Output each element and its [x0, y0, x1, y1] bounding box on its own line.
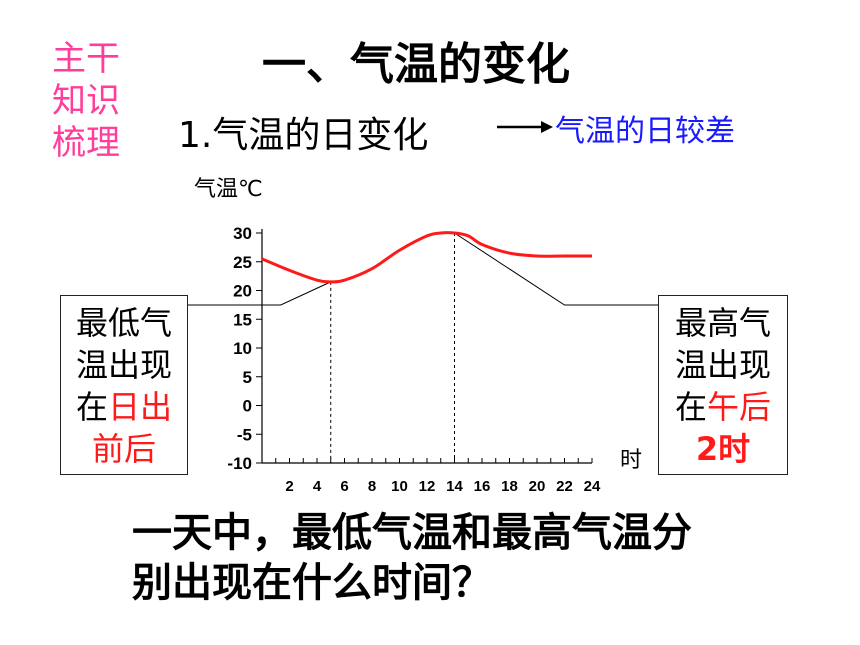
- temperature-series-line: [261, 231, 592, 284]
- x-tick-label: 8: [368, 478, 376, 495]
- side-label: 主干 知识 梳理: [52, 38, 132, 164]
- y-tick-label: 0: [243, 397, 252, 416]
- x-tick-label: 22: [556, 478, 573, 495]
- x-tick-label: 4: [313, 478, 322, 495]
- question-text: 一天中，最低气温和最高气温分 别出现在什么时间？: [132, 508, 752, 608]
- max-leader-line: [454, 232, 658, 306]
- max-temp-box: 最高气 温出现 在午后 2时: [658, 295, 788, 475]
- arrow-icon: [497, 121, 553, 133]
- min-box-line-1: 最低气: [75, 304, 172, 342]
- max-box-highlight: 午后: [707, 388, 772, 426]
- y-tick-label: 30: [233, 224, 252, 243]
- y-axis-label: 气温℃: [194, 176, 263, 201]
- min-leader-line: [188, 281, 331, 306]
- section-title: 1.气温的日变化: [178, 115, 429, 156]
- y-tick-label: 25: [233, 253, 252, 272]
- side-label-line-3: 梳理: [52, 123, 120, 163]
- min-box-tail: 前后: [91, 430, 156, 468]
- x-tick-label: 12: [419, 478, 436, 495]
- max-box-line-1: 最高气: [674, 304, 771, 342]
- x-tick-label: 16: [474, 478, 491, 495]
- x-tick-label: 10: [391, 478, 408, 495]
- max-box-line-2: 温出现: [674, 346, 771, 384]
- y-tick-label: -10: [227, 454, 252, 473]
- x-tick-label: 6: [340, 478, 348, 495]
- side-label-line-2: 知识: [52, 81, 120, 121]
- y-tick-label: 10: [233, 339, 252, 358]
- min-box-line-2: 温出现: [75, 346, 172, 384]
- y-tick-label: 20: [233, 282, 252, 301]
- x-axis-label: 时: [620, 447, 642, 472]
- question-line-1: 一天中，最低气温和最高气温分: [132, 510, 692, 556]
- x-tick-label: 20: [529, 478, 546, 495]
- x-tick-label: 14: [446, 478, 463, 495]
- side-label-line-1: 主干: [52, 39, 120, 79]
- min-temp-box: 最低气 温出现 在日出 前后: [60, 295, 188, 475]
- x-tick-label: 24: [584, 478, 601, 495]
- min-box-highlight: 日出: [108, 388, 173, 426]
- x-tick-label: 2: [285, 478, 293, 495]
- max-box-tail: 2时: [695, 430, 751, 468]
- x-tick-label: 18: [501, 478, 518, 495]
- y-tick-label: 15: [233, 310, 252, 329]
- min-box-line-3: 在: [75, 388, 108, 426]
- max-box-line-3: 在: [674, 388, 707, 426]
- y-tick-label: 5: [243, 368, 252, 387]
- page-title: 一、气温的变化: [262, 39, 570, 90]
- question-line-2: 别出现在什么时间？: [132, 560, 492, 606]
- y-tick-label: -5: [237, 425, 252, 444]
- daily-range-label: 气温的日较差: [555, 114, 735, 149]
